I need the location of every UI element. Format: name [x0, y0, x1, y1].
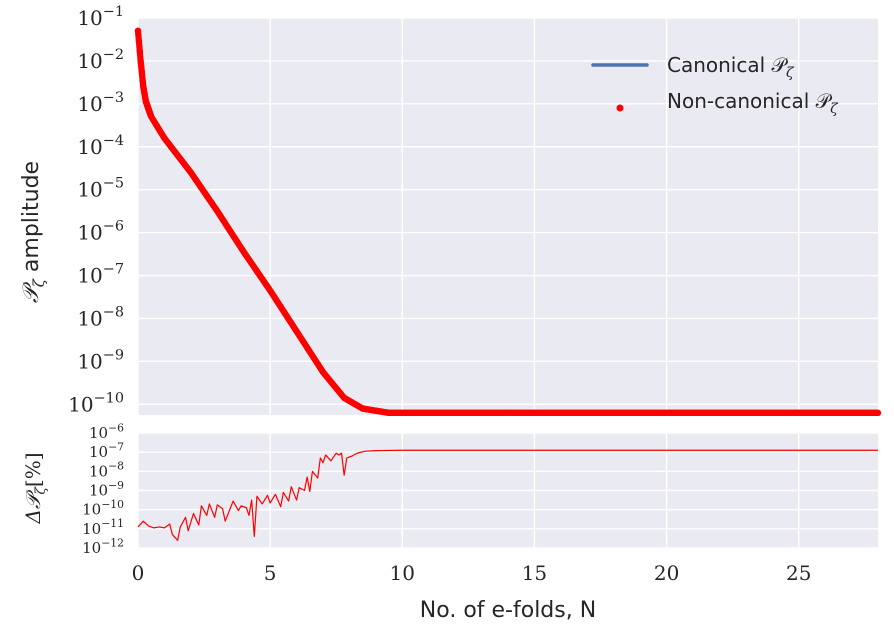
x-tick-label: 0: [132, 561, 145, 585]
top-y-tick-label-exponent: −8: [103, 304, 124, 320]
bottom-y-tick-label: 10−8: [89, 460, 124, 481]
bottom-y-tick-label-base: 10: [89, 462, 108, 480]
bottom-y-tick-label-exponent: −6: [108, 421, 124, 434]
legend-label-canonical: Canonical 𝒫ζ: [667, 53, 795, 81]
top-y-tick-label-exponent: −5: [103, 176, 124, 192]
bottom-y-tick-label-base: 10: [82, 539, 101, 557]
top-y-tick-label-exponent: −1: [103, 4, 124, 20]
top-y-tick-label-exponent: −10: [94, 390, 124, 406]
top-y-tick-label: 10−6: [77, 219, 124, 245]
top-y-axis-label-sub: ζ: [30, 278, 48, 287]
bottom-y-tick-label: 10−12: [82, 536, 124, 557]
top-y-tick-label-base: 10: [77, 6, 102, 30]
noncanonical-point: [874, 409, 882, 417]
top-y-axis-label-rest: amplitude: [19, 161, 44, 279]
top-y-tick-label-exponent: −2: [103, 47, 124, 63]
legend-dot-swatch: [616, 104, 624, 112]
bottom-series-group: [137, 449, 878, 541]
bottom-y-tick-label-exponent: −7: [108, 440, 124, 453]
bottom-y-tick-label: 10−9: [89, 479, 124, 500]
top-y-tick-label-base: 10: [77, 264, 102, 288]
x-tick-label: 25: [786, 561, 811, 585]
top-y-tick-label: 10−2: [77, 47, 124, 73]
legend-label-noncanonical-sub: ζ: [830, 101, 839, 117]
noncanonical-series-points: [134, 27, 882, 417]
x-tick-label: 20: [654, 561, 679, 585]
legend-label-canonical-text: Canonical 𝒫: [667, 53, 789, 77]
bottom-y-tick-label: 10−7: [89, 440, 124, 461]
bottom-y-tick-label-base: 10: [89, 424, 108, 442]
top-y-tick-label-base: 10: [68, 392, 93, 416]
top-y-tick-label-base: 10: [77, 349, 102, 373]
bottom-y-tick-label-exponent: −11: [101, 517, 124, 530]
top-y-tick-label: 10−1: [77, 4, 124, 30]
bottom-y-axis-label-sub: ζ: [33, 486, 49, 495]
top-y-tick-label-exponent: −9: [103, 347, 124, 363]
bottom-y-tick-label: 10−10: [82, 498, 124, 519]
top-y-tick-label-exponent: −3: [103, 90, 124, 106]
top-y-tick-label-exponent: −6: [103, 219, 124, 235]
bottom-y-tick-label: 10−11: [82, 517, 124, 538]
top-panel: 10−110−210−310−410−510−610−710−810−910−1…: [19, 4, 882, 417]
top-y-tick-label-base: 10: [77, 221, 102, 245]
bottom-y-tick-label-exponent: −12: [101, 536, 124, 549]
legend-label-canonical-sub: ζ: [786, 65, 795, 81]
top-y-axis-label: 𝒫ζ amplitude: [19, 161, 48, 303]
top-y-tick-label-base: 10: [77, 49, 102, 73]
bottom-y-tick-label-exponent: −10: [101, 498, 124, 511]
bottom-y-tick-label-base: 10: [82, 520, 101, 538]
top-plot-background: [138, 18, 878, 415]
legend-label-noncanonical-text: Non-canonical 𝒫: [667, 89, 833, 113]
top-gridlines: [137, 17, 878, 415]
bottom-gridlines: [137, 432, 878, 549]
bottom-y-tick-label-base: 10: [89, 443, 108, 461]
top-y-tick-label-base: 10: [77, 178, 102, 202]
x-tick-label: 15: [522, 561, 547, 585]
bottom-y-axis-label-rest: [%]: [21, 452, 45, 487]
bottom-y-tick-label-exponent: −8: [108, 460, 124, 473]
bottom-y-tick-label-base: 10: [89, 482, 108, 500]
bottom-y-tick-label: 10−6: [89, 421, 124, 442]
top-y-tick-label: 10−4: [77, 133, 124, 159]
top-y-tick-labels: 10−110−210−310−410−510−610−710−810−910−1…: [68, 4, 124, 416]
bottom-y-tick-label-exponent: −9: [108, 479, 124, 492]
top-series-group: [134, 27, 882, 417]
top-y-tick-label-exponent: −4: [103, 133, 124, 149]
x-tick-label: 5: [264, 561, 277, 585]
top-y-tick-label: 10−5: [77, 176, 124, 202]
bottom-y-axis-label-symbol: Δ𝒫: [21, 489, 45, 524]
top-y-tick-label: 10−3: [77, 90, 124, 116]
legend-label-noncanonical: Non-canonical 𝒫ζ: [667, 89, 839, 117]
top-y-tick-label: 10−9: [77, 347, 124, 373]
x-axis-label: No. of e-folds, N: [420, 598, 596, 623]
top-y-tick-label-exponent: −7: [103, 262, 124, 278]
difference-series-line: [137, 449, 878, 541]
bottom-y-axis-label: Δ𝒫ζ[%]: [21, 452, 49, 524]
legend: Canonical 𝒫ζ Non-canonical 𝒫ζ: [591, 53, 839, 117]
top-y-tick-label-base: 10: [77, 135, 102, 159]
x-tick-labels: 0 5 10 15 20 25: [132, 561, 812, 585]
top-y-tick-label-base: 10: [77, 92, 102, 116]
noncanonical-point: [147, 113, 155, 120]
top-y-tick-label: 10−8: [77, 304, 124, 330]
top-y-tick-label-base: 10: [77, 306, 102, 330]
bottom-y-tick-label-base: 10: [82, 501, 101, 519]
top-y-tick-label: 10−10: [68, 390, 124, 416]
x-tick-label: 10: [390, 561, 415, 585]
top-y-tick-label: 10−7: [77, 262, 124, 288]
